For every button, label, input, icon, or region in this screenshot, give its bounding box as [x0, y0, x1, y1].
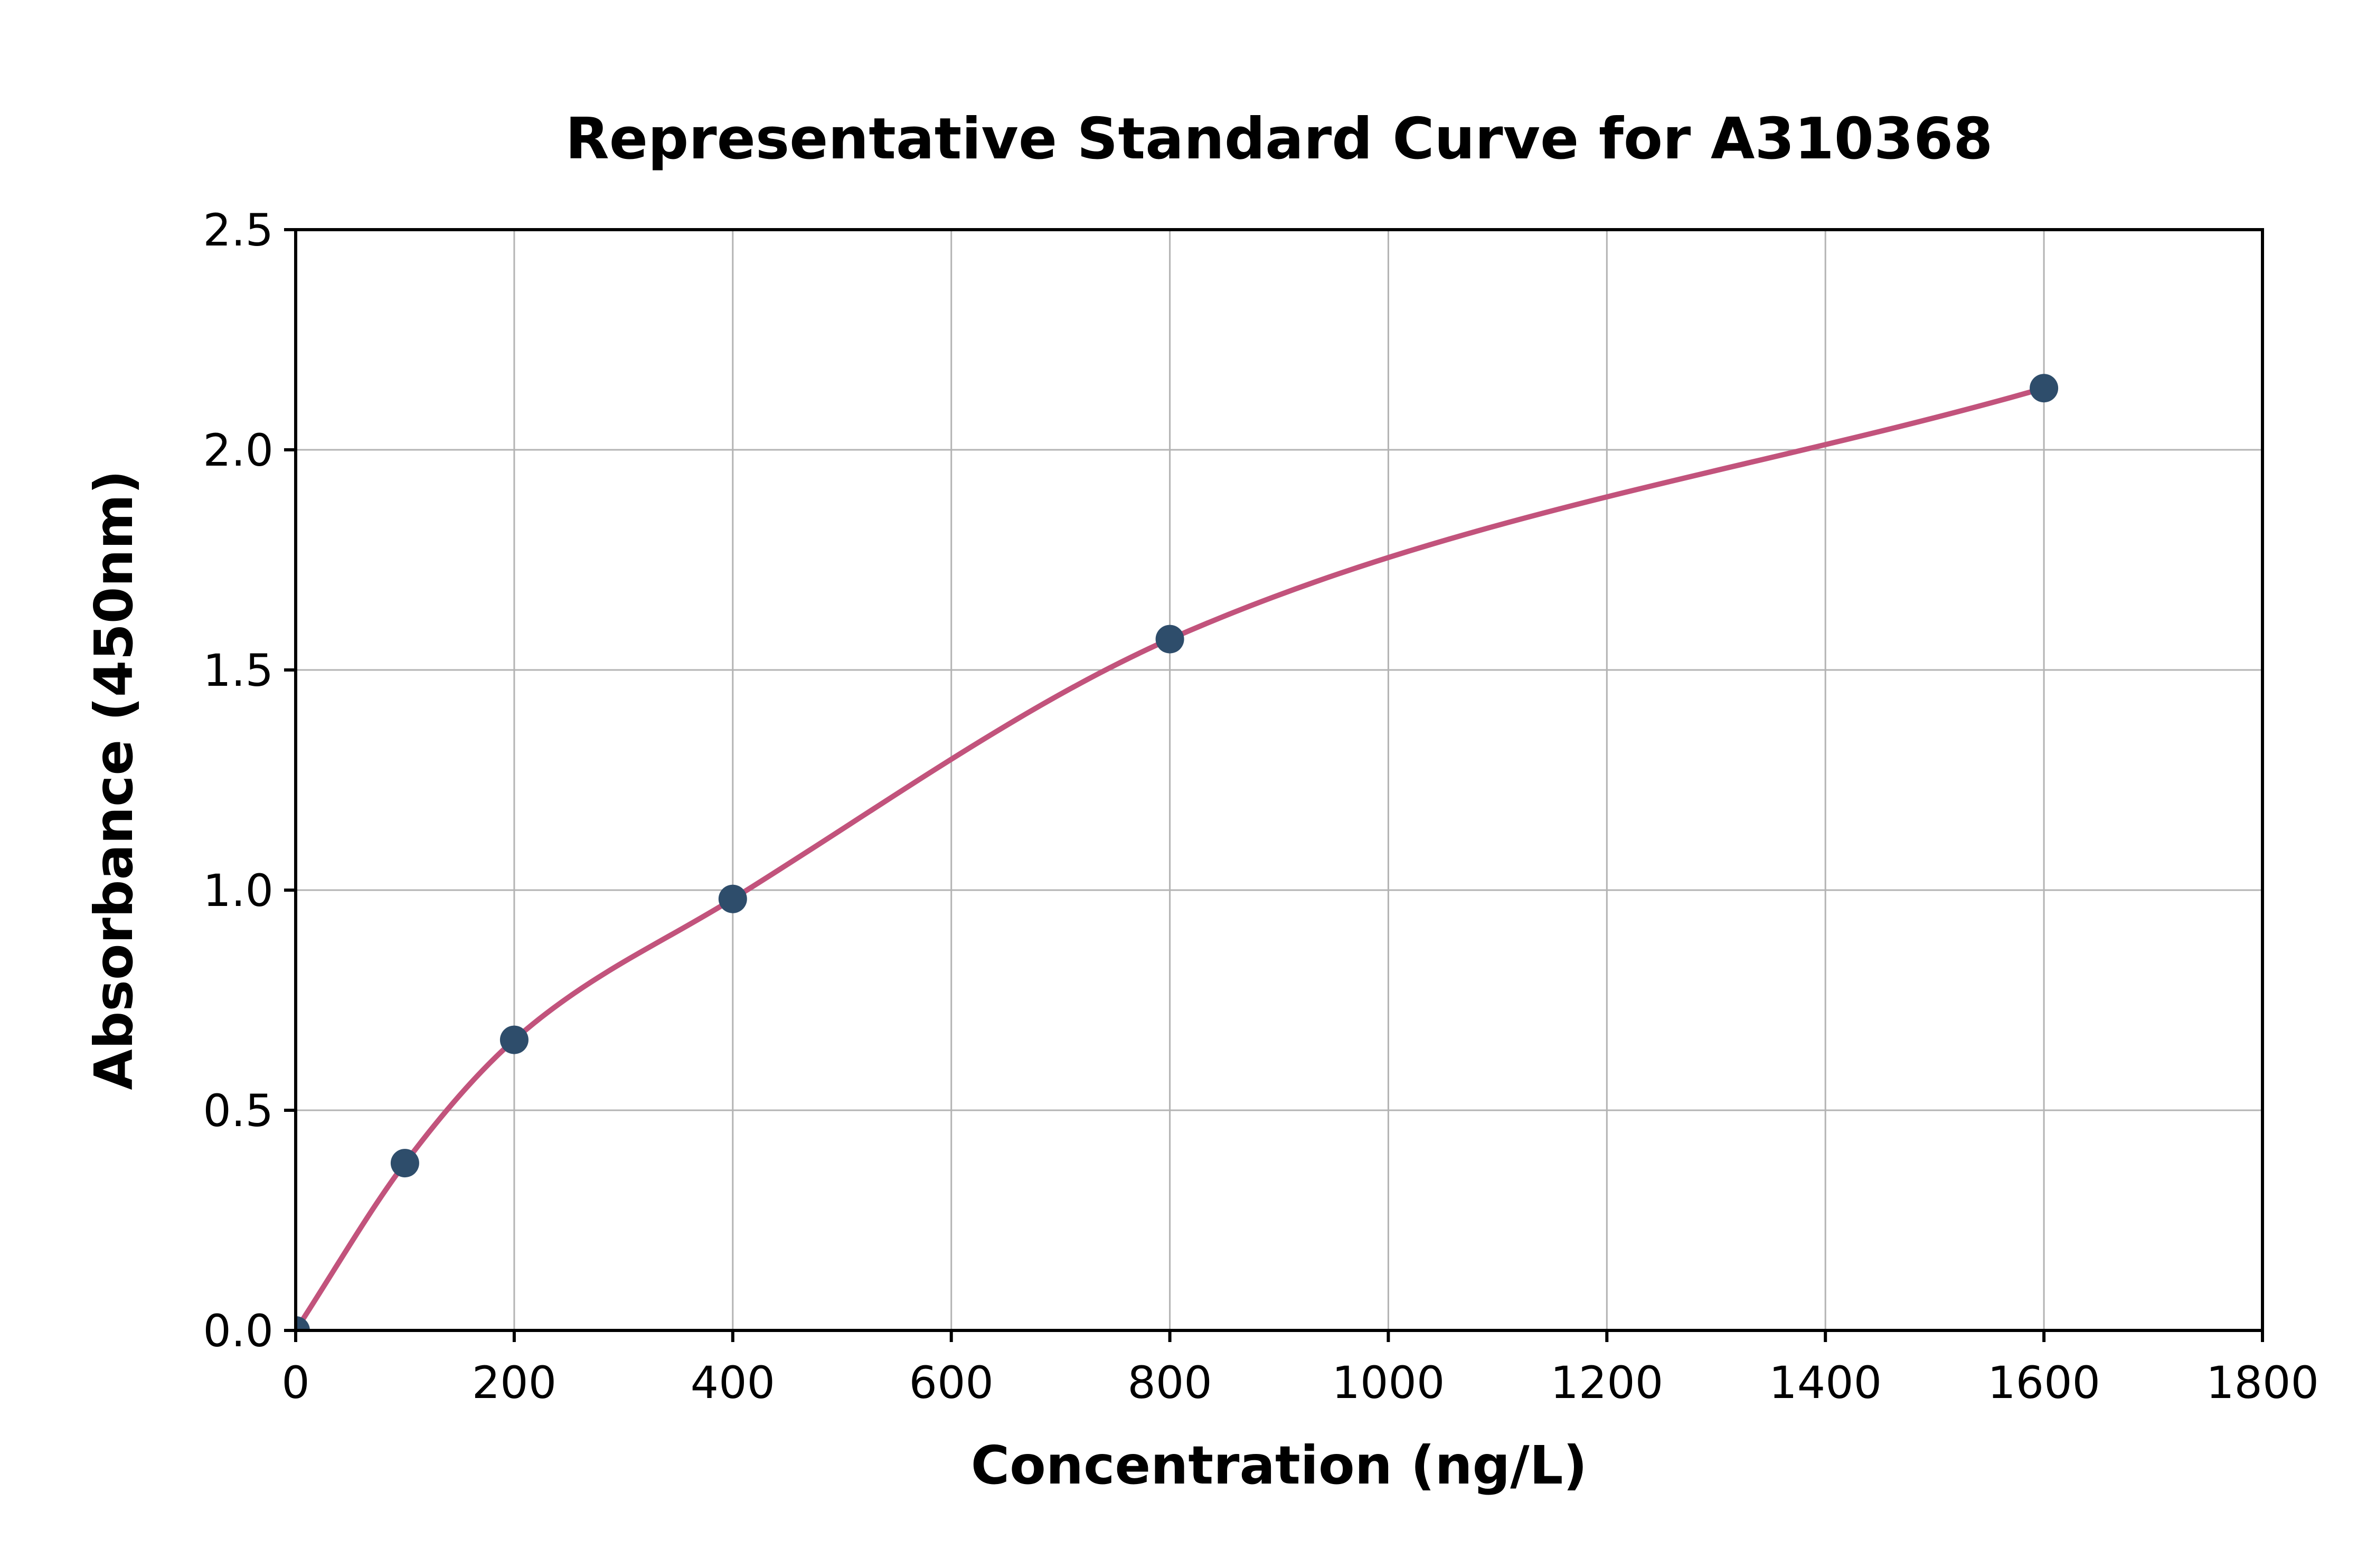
x-tick-label: 1600	[1987, 1357, 2100, 1409]
y-tick-label: 1.5	[203, 645, 274, 696]
data-point	[296, 1316, 310, 1330]
gridlines	[295, 229, 2264, 1331]
x-tick-label: 1200	[1550, 1357, 1663, 1409]
data-point	[718, 884, 747, 913]
x-tick-label: 1000	[1332, 1357, 1445, 1409]
y-tick-label: 0.5	[203, 1085, 274, 1137]
tick-labels: 0 200 400 600 800 1000 1200 1400 1600 1800 0.0 0.5 1…	[203, 204, 2318, 1409]
data-point	[1155, 625, 1184, 654]
axis-ticks	[284, 228, 2264, 1342]
x-tick-label: 1400	[1769, 1357, 1882, 1409]
x-tick-label: 400	[691, 1357, 775, 1409]
data-point	[390, 1149, 419, 1178]
data-point	[499, 1025, 529, 1054]
chart-title: Representative Standard Curve for A31036…	[565, 106, 1993, 172]
y-tick-label: 1.0	[203, 865, 274, 917]
y-tick-label: 2.0	[203, 424, 274, 476]
data-point	[2030, 374, 2059, 403]
x-tick-label: 0	[281, 1357, 309, 1409]
x-tick-label: 200	[472, 1357, 557, 1409]
y-tick-label: 2.5	[203, 204, 274, 256]
data-points-layer	[296, 374, 2059, 1330]
x-tick-label: 1800	[2206, 1357, 2319, 1409]
x-tick-label: 600	[909, 1357, 994, 1409]
x-tick-label: 800	[1127, 1357, 1212, 1409]
plot-border	[294, 228, 2264, 1332]
x-axis-label: Concentration (ng/L)	[971, 1434, 1587, 1496]
y-tick-label: 0.0	[203, 1305, 274, 1357]
y-axis-label: Absorbance (450nm)	[83, 470, 145, 1090]
